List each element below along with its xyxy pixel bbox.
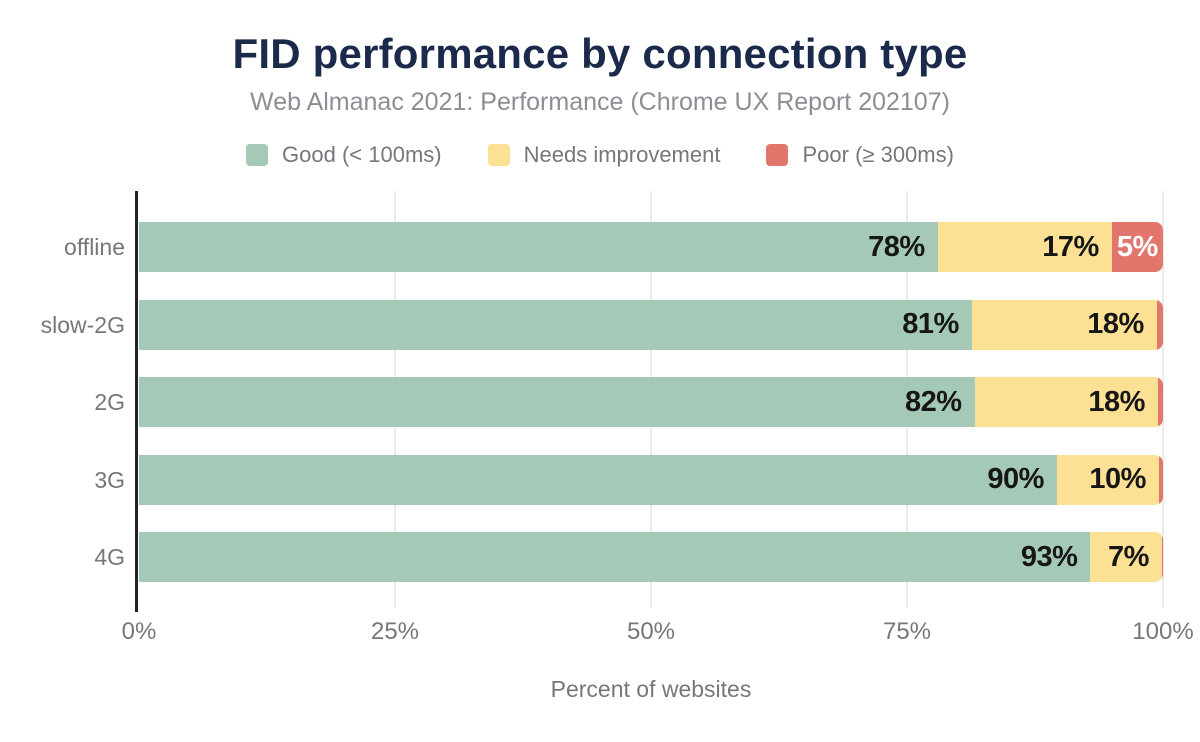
legend-swatch-good-icon [246, 144, 269, 166]
bar-label-good-2G: 82% [904, 385, 962, 418]
y-axis-label-4G: 4G [94, 544, 125, 570]
bar-label-needs-improvement-2G: 18% [1088, 385, 1145, 418]
bar-segment-needs-improvement-4G[interactable]: 7% [1090, 532, 1162, 582]
bar-label-good-3G: 90% [987, 463, 1044, 495]
legend-label-poor: Poor (≥ 300ms) [802, 142, 954, 167]
bar-label-needs-improvement-offline: 17% [1042, 230, 1099, 263]
bar-segment-good-offline[interactable]: 78% [139, 222, 938, 272]
chart-title: FID performance by connection type [232, 30, 968, 77]
x-axis-ticks: 0% 25% 50% 75% 100% [122, 618, 1194, 646]
bar-label-good-4G: 93% [1020, 540, 1078, 573]
bar-segment-poor-2G[interactable] [1157, 377, 1163, 427]
bar-segment-needs-improvement-3G[interactable]: 10% [1056, 454, 1159, 505]
bar-segment-poor-4G[interactable] [1161, 532, 1163, 582]
x-tick-label-0: 0% [121, 618, 157, 645]
bar-segment-needs-improvement-2G[interactable]: 18% [974, 377, 1158, 427]
bar-row-4G: 93% 7% [139, 532, 1163, 582]
bar-row-2G: 82% 18% [139, 377, 1163, 427]
legend-item-good[interactable]: Good (< 100ms) [246, 142, 442, 168]
bar-segment-poor-3G[interactable] [1158, 454, 1163, 505]
bar-row-offline: 78% 17% 5% [139, 222, 1163, 272]
bar-segment-poor-offline[interactable]: 5% [1111, 222, 1163, 272]
gridline-100 [1162, 191, 1164, 608]
bar-row-slow-2G: 81% 18% [139, 299, 1163, 350]
legend: Good (< 100ms) Needs improvement Poor (≥… [0, 142, 1200, 168]
legend-swatch-poor-icon [766, 144, 789, 166]
x-tick-label-75: 75% [882, 618, 932, 645]
bar-segment-needs-improvement-slow-2G[interactable]: 18% [971, 299, 1157, 350]
bar-label-needs-improvement-3G: 10% [1089, 463, 1146, 495]
plot-area: 78% 17% 5% 81% 18% 82% 18% 90% 10% 93% 7% [139, 191, 1164, 611]
bar-segment-good-3G[interactable]: 90% [139, 454, 1057, 505]
bar-label-good-offline: 78% [868, 230, 925, 263]
bar-row-3G: 90% 10% [139, 454, 1163, 505]
y-axis-line [135, 191, 138, 612]
bar-label-needs-improvement-4G: 7% [1108, 540, 1149, 573]
bar-segment-good-4G[interactable]: 93% [139, 532, 1091, 582]
legend-item-poor[interactable]: Poor (≥ 300ms) [766, 142, 954, 168]
y-axis-label-2G: 2G [94, 389, 125, 415]
chart-subtitle: Web Almanac 2021: Performance (Chrome UX… [250, 88, 950, 116]
legend-label-good: Good (< 100ms) [282, 142, 442, 167]
legend-swatch-needs-improvement-icon [487, 144, 510, 166]
x-axis-title: Percent of websites [550, 676, 752, 702]
bar-label-poor-offline: 5% [1116, 230, 1158, 263]
y-axis-label-slow-2G: slow-2G [40, 311, 125, 338]
legend-label-needs-improvement: Needs improvement [523, 142, 721, 167]
legend-item-needs-improvement[interactable]: Needs improvement [487, 142, 721, 168]
x-tick-label-100: 100% [1132, 618, 1194, 645]
y-axis-label-offline: offline [64, 234, 125, 260]
y-axis-label-3G: 3G [94, 466, 125, 493]
bar-label-good-slow-2G: 81% [902, 308, 959, 340]
bar-segment-good-slow-2G[interactable]: 81% [139, 299, 972, 350]
y-axis-labels: offline slow-2G 2G 3G 4G [0, 191, 125, 611]
bar-segment-poor-slow-2G[interactable] [1156, 299, 1163, 350]
x-tick-label-25: 25% [370, 618, 420, 645]
x-tick-label-50: 50% [626, 618, 676, 645]
bar-segment-needs-improvement-offline[interactable]: 17% [937, 222, 1112, 272]
bar-label-needs-improvement-slow-2G: 18% [1087, 308, 1144, 340]
bar-segment-good-2G[interactable]: 82% [139, 377, 975, 427]
